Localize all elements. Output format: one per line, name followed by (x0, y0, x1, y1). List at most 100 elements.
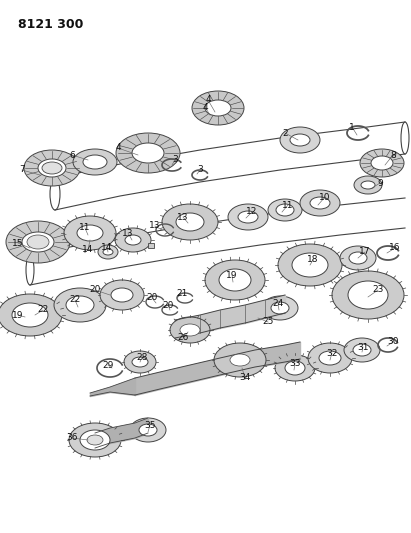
Ellipse shape (24, 150, 80, 186)
Text: 10: 10 (319, 192, 331, 201)
Text: 17: 17 (359, 247, 371, 256)
Ellipse shape (130, 418, 166, 442)
Ellipse shape (262, 296, 298, 320)
Ellipse shape (360, 149, 404, 177)
Ellipse shape (69, 423, 121, 457)
Ellipse shape (12, 303, 48, 327)
Ellipse shape (83, 155, 107, 169)
Ellipse shape (340, 246, 376, 270)
Ellipse shape (170, 317, 210, 343)
Text: 1: 1 (349, 123, 355, 132)
Text: 9: 9 (377, 179, 383, 188)
FancyBboxPatch shape (148, 243, 154, 248)
Ellipse shape (98, 245, 118, 259)
Ellipse shape (205, 100, 231, 116)
Text: 16: 16 (389, 244, 401, 253)
Ellipse shape (278, 244, 342, 286)
Ellipse shape (230, 354, 250, 366)
Text: 35: 35 (144, 421, 156, 430)
Ellipse shape (116, 133, 180, 173)
Ellipse shape (292, 253, 328, 277)
Ellipse shape (66, 296, 94, 314)
Ellipse shape (139, 424, 157, 436)
Ellipse shape (27, 235, 49, 249)
Text: 36: 36 (66, 433, 78, 442)
Text: 30: 30 (387, 337, 399, 346)
Text: 20: 20 (162, 301, 174, 310)
Text: 22: 22 (37, 305, 48, 314)
Text: 20: 20 (146, 294, 158, 303)
Ellipse shape (87, 435, 103, 445)
Ellipse shape (319, 351, 341, 365)
Ellipse shape (354, 176, 382, 194)
Ellipse shape (111, 288, 133, 302)
Ellipse shape (332, 271, 404, 319)
Ellipse shape (103, 249, 113, 255)
Ellipse shape (271, 302, 289, 314)
Ellipse shape (228, 204, 268, 230)
Ellipse shape (176, 213, 204, 231)
Ellipse shape (310, 197, 330, 209)
Text: 4: 4 (115, 143, 121, 152)
Text: 2: 2 (282, 128, 288, 138)
Text: 7: 7 (19, 166, 25, 174)
Text: 11: 11 (282, 200, 294, 209)
Text: 4: 4 (202, 102, 208, 111)
Text: 15: 15 (12, 238, 24, 247)
Ellipse shape (124, 351, 156, 373)
Text: 18: 18 (307, 255, 319, 264)
Text: 34: 34 (239, 374, 251, 383)
Text: 8121 300: 8121 300 (18, 18, 83, 31)
Text: 19: 19 (12, 311, 24, 319)
Text: 29: 29 (102, 360, 114, 369)
Ellipse shape (238, 211, 258, 223)
Text: 6: 6 (69, 150, 75, 159)
Ellipse shape (344, 338, 380, 362)
Text: 14: 14 (102, 243, 113, 252)
Ellipse shape (300, 190, 340, 216)
Ellipse shape (162, 204, 218, 240)
Ellipse shape (371, 156, 393, 170)
Text: 28: 28 (136, 352, 148, 361)
Text: 26: 26 (177, 334, 189, 343)
Text: 3: 3 (172, 156, 178, 165)
Ellipse shape (64, 216, 116, 250)
Text: 21: 21 (176, 288, 188, 297)
Ellipse shape (180, 324, 200, 336)
Ellipse shape (0, 294, 62, 336)
Text: 13: 13 (177, 213, 189, 222)
Text: 32: 32 (326, 349, 338, 358)
Ellipse shape (205, 260, 265, 300)
Text: 13: 13 (149, 222, 161, 230)
Text: 19: 19 (226, 271, 238, 279)
Ellipse shape (290, 134, 310, 146)
Ellipse shape (6, 221, 70, 263)
Ellipse shape (308, 343, 352, 373)
Text: 11: 11 (79, 223, 91, 232)
Ellipse shape (219, 269, 251, 291)
Ellipse shape (115, 228, 151, 252)
Ellipse shape (38, 159, 66, 177)
Text: 14: 14 (82, 246, 94, 254)
Ellipse shape (192, 91, 244, 125)
Text: 4: 4 (205, 95, 211, 104)
Ellipse shape (77, 225, 103, 241)
Ellipse shape (132, 357, 148, 367)
Text: 3: 3 (197, 166, 203, 174)
Ellipse shape (214, 343, 266, 377)
Ellipse shape (348, 281, 388, 309)
Ellipse shape (54, 288, 106, 322)
Ellipse shape (285, 361, 305, 375)
Ellipse shape (132, 143, 164, 163)
Ellipse shape (353, 344, 371, 356)
Text: 25: 25 (262, 318, 274, 327)
Text: 22: 22 (69, 295, 81, 304)
Text: 23: 23 (372, 286, 384, 295)
Ellipse shape (275, 355, 315, 381)
Text: 33: 33 (289, 359, 301, 367)
Ellipse shape (280, 127, 320, 153)
Text: 8: 8 (390, 150, 396, 159)
Ellipse shape (361, 181, 375, 189)
Ellipse shape (80, 430, 110, 450)
Ellipse shape (349, 252, 367, 264)
